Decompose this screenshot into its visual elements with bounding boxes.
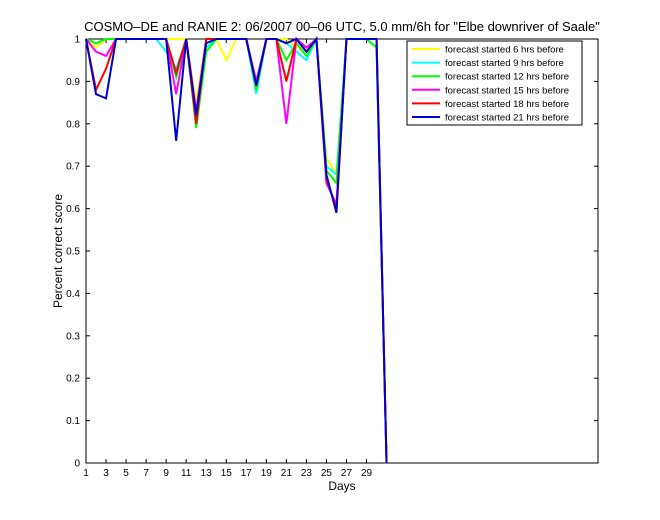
x-tick-label: 5 bbox=[123, 468, 129, 479]
x-tick-label: 9 bbox=[163, 468, 169, 479]
legend-label-6: forecast started 21 hrs before bbox=[445, 113, 569, 124]
series-line-6 bbox=[85, 36, 388, 464]
legend-box bbox=[406, 40, 583, 126]
legend-label-3: forecast started 12 hrs before bbox=[445, 72, 569, 83]
legend-label-4: forecast started 15 hrs before bbox=[445, 85, 569, 96]
y-tick-label: 0.5 bbox=[66, 247, 80, 258]
x-tick-label: 29 bbox=[361, 468, 373, 479]
y-axis-ticks: 0 0.1 0.2 0.3 0.4 0.5 0.6 0.7 0.8 0.9 1 bbox=[66, 35, 598, 470]
x-tick-label: 1 bbox=[83, 468, 89, 479]
y-tick-label: 0.1 bbox=[66, 416, 80, 427]
y-tick-label: 0 bbox=[74, 459, 80, 470]
chart-title: COSMO–DE and RANIE 2: 06/2007 00–06 UTC,… bbox=[84, 19, 600, 34]
y-tick-label: 0.8 bbox=[66, 119, 80, 130]
legend-label-5: forecast started 18 hrs before bbox=[445, 99, 569, 110]
x-tick-label: 27 bbox=[341, 468, 353, 479]
x-tick-label: 19 bbox=[261, 468, 273, 479]
x-tick-label: 15 bbox=[221, 468, 233, 479]
x-axis-title: Days bbox=[328, 479, 355, 493]
y-tick-label: 0.7 bbox=[66, 162, 80, 173]
x-tick-label: 7 bbox=[143, 468, 149, 479]
y-tick-label: 0.4 bbox=[66, 289, 80, 300]
y-tick-label: 0.2 bbox=[66, 374, 80, 385]
x-tick-label: 3 bbox=[103, 468, 109, 479]
x-tick-label: 17 bbox=[241, 468, 253, 479]
legend-label-2: forecast started 9 hrs before bbox=[445, 58, 564, 69]
y-tick-label: 0.3 bbox=[66, 331, 80, 342]
x-tick-label: 13 bbox=[201, 468, 213, 479]
x-tick-label: 21 bbox=[281, 468, 293, 479]
y-tick-label: 1 bbox=[74, 35, 80, 46]
series-lines bbox=[85, 35, 388, 464]
y-axis-title: Percent correct score bbox=[51, 194, 65, 308]
x-tick-label: 25 bbox=[321, 468, 333, 479]
x-tick-label: 23 bbox=[301, 468, 313, 479]
y-tick-label: 0.6 bbox=[66, 204, 80, 215]
legend-label-1: forecast started 6 hrs before bbox=[445, 45, 564, 56]
legend: forecast started 6 hrs before forecast st… bbox=[406, 40, 583, 126]
x-tick-label: 11 bbox=[181, 468, 192, 479]
y-tick-label: 0.9 bbox=[66, 77, 80, 88]
